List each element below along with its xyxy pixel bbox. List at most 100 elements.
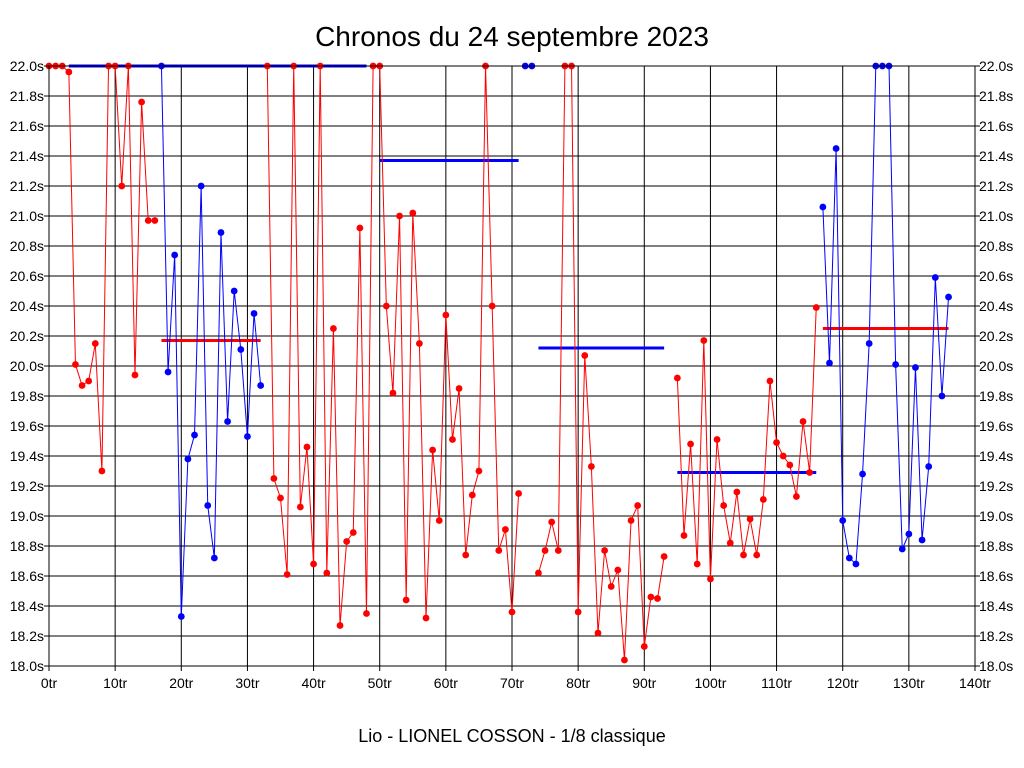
y-tick-label-left: 19.2s (10, 478, 44, 494)
y-tick-label-right: 21.4s (979, 148, 1013, 164)
x-tick-label: 130tr (893, 675, 925, 691)
red-data-point (601, 547, 608, 554)
red-data-point (687, 440, 694, 448)
red-data-point (640, 643, 648, 650)
y-tick-label-left: 20.2s (10, 328, 44, 344)
y-tick-label-right: 21.6s (979, 118, 1013, 134)
blue-data-point (197, 182, 205, 190)
blue-data-point (845, 554, 853, 562)
red-data-point (98, 467, 106, 475)
red-data-point (336, 622, 344, 629)
red-data-point (78, 382, 86, 389)
red-data-point (277, 494, 284, 502)
red-data-point (72, 361, 79, 368)
red-data-point (554, 547, 562, 554)
chart-title: Chronos du 24 septembre 2023 (315, 21, 709, 52)
red-data-point (707, 575, 714, 583)
red-data-point (402, 596, 410, 604)
red-data-point (812, 304, 820, 311)
red-data-point (627, 517, 635, 524)
red-data-point (409, 209, 417, 217)
red-data-point (330, 325, 337, 332)
red-data-point (495, 547, 503, 554)
y-tick-label-right: 18.4s (979, 598, 1013, 614)
blue-data-point (237, 346, 245, 353)
red-data-point (85, 377, 93, 385)
red-data-point (270, 475, 278, 482)
blue-data-point (230, 287, 238, 295)
blue-data-point (184, 455, 192, 463)
blue-data-point (832, 145, 840, 152)
axes: 0tr 10tr 20tr 30tr 40tr 50tr 60tr 70tr 80tr 90tr 1… (10, 58, 1014, 691)
red-data-point (647, 593, 655, 601)
blue-data-point (892, 361, 900, 368)
red-data-point (323, 569, 331, 577)
red-data-point (144, 217, 152, 224)
y-tick-label-right: 21.0s (979, 208, 1013, 224)
y-tick-label-right: 18.8s (979, 538, 1013, 554)
y-tick-label-left: 19.6s (10, 418, 44, 434)
red-data-point (594, 629, 602, 637)
x-tick-label: 80tr (566, 675, 590, 691)
series (45, 62, 952, 664)
blue-data-point (250, 310, 258, 317)
red-data-point (746, 515, 754, 523)
red-data-point (799, 418, 807, 425)
x-tick-label: 20tr (169, 675, 193, 691)
blue-data-point (905, 530, 913, 538)
y-tick-label-left: 21.0s (10, 208, 44, 224)
blue-data-point (224, 418, 231, 425)
blue-data-point (918, 536, 926, 544)
y-tick-label-left: 19.8s (10, 388, 44, 404)
x-tick-label: 50tr (368, 675, 392, 691)
red-data-point (468, 491, 476, 499)
red-data-point (283, 571, 291, 578)
red-data-point (151, 217, 159, 224)
y-tick-label-right: 19.2s (979, 478, 1013, 494)
red-data-point (515, 490, 523, 497)
red-data-point (462, 551, 470, 559)
y-tick-label-right: 19.4s (979, 448, 1013, 464)
y-tick-label-left: 20.4s (10, 298, 44, 314)
red-data-point (118, 182, 126, 190)
blue-data-point (217, 229, 225, 236)
red-data-point (396, 212, 403, 220)
grid (48, 65, 976, 667)
blue-data-point (925, 463, 933, 470)
red-data-point (541, 547, 549, 554)
red-data-point (548, 518, 556, 526)
x-tick-label: 10tr (103, 675, 127, 691)
red-data-point (621, 656, 628, 664)
y-tick-label-left: 18.0s (10, 658, 44, 674)
blue-data-point (257, 382, 265, 389)
y-tick-label-right: 19.8s (979, 388, 1013, 404)
red-data-point (389, 389, 397, 397)
x-tick-label: 110tr (761, 675, 792, 691)
y-tick-label-left: 19.0s (10, 508, 44, 524)
red-data-point (435, 517, 443, 524)
y-tick-label-left: 21.4s (10, 148, 44, 164)
blue-data-point (171, 251, 179, 259)
y-tick-label-left: 21.6s (10, 118, 44, 134)
red-data-point (779, 452, 787, 460)
y-tick-label-right: 20.0s (979, 358, 1013, 374)
blue-data-point (898, 545, 906, 553)
red-data-point (131, 371, 139, 379)
chart-subtitle: Lio - LIONEL COSSON - 1/8 classique (358, 726, 665, 746)
blue-data-point (210, 554, 218, 562)
red-data-point (303, 443, 311, 451)
red-data-point (614, 566, 622, 574)
y-tick-label-left: 20.0s (10, 358, 44, 374)
red-data-point (720, 502, 728, 509)
blue-data-point (164, 368, 172, 376)
red-data-point (607, 583, 615, 590)
red-data-point (773, 439, 780, 446)
y-tick-label-right: 18.0s (979, 658, 1013, 674)
red-data-point (759, 496, 767, 503)
red-data-point (422, 614, 430, 622)
red-data-point (581, 352, 589, 359)
red-data-point (349, 529, 357, 536)
y-tick-label-left: 18.6s (10, 568, 44, 584)
red-data-point (535, 569, 542, 577)
